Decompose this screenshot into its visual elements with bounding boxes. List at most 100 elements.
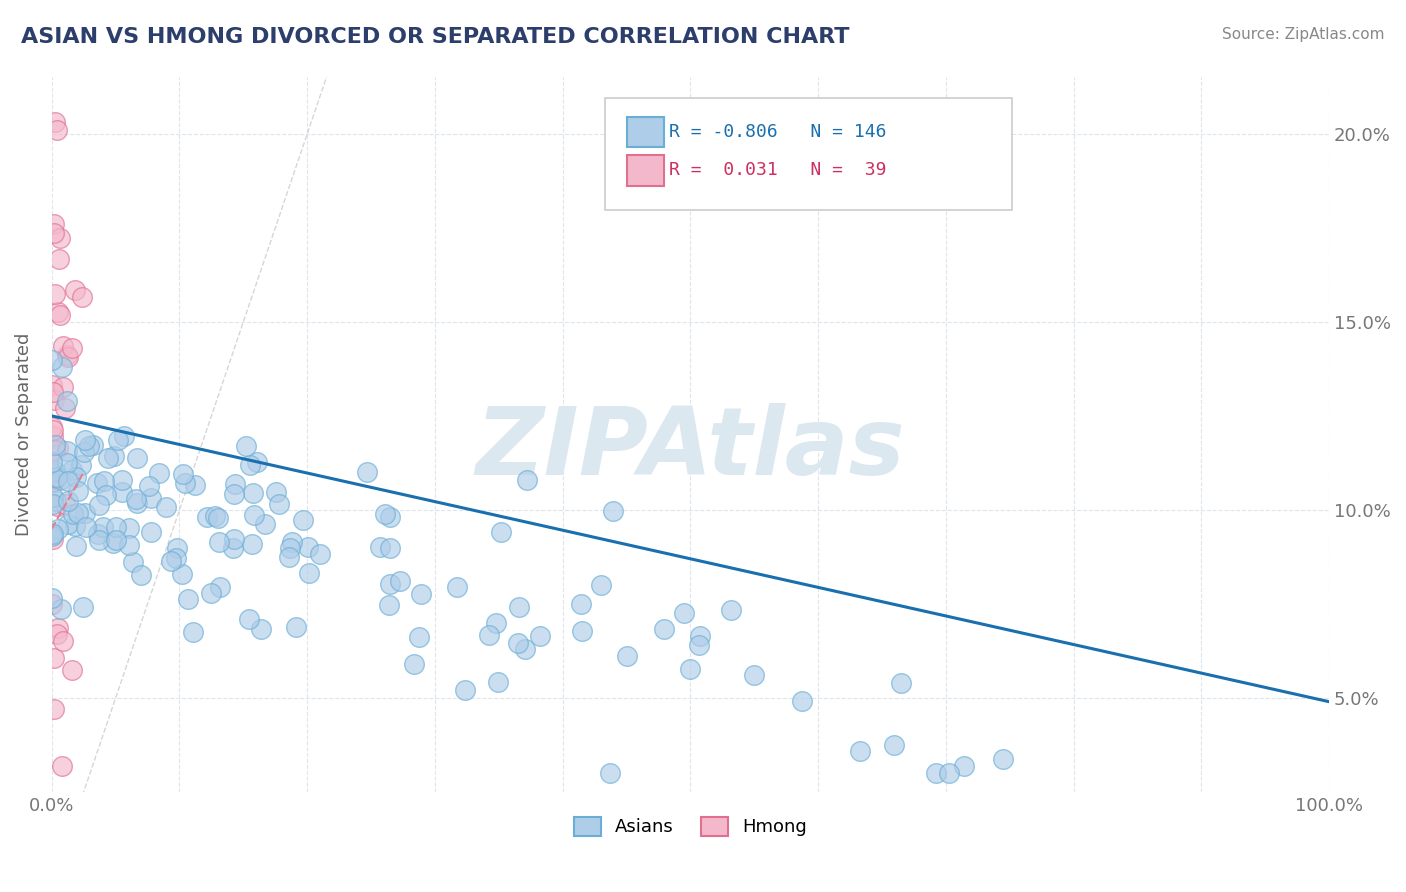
Point xyxy=(679,662,702,676)
Point xyxy=(264,485,287,500)
Y-axis label: Divorced or Separated: Divorced or Separated xyxy=(15,333,32,536)
Point xyxy=(41,420,63,434)
Point xyxy=(65,469,87,483)
Point xyxy=(204,509,226,524)
Point xyxy=(63,283,86,297)
Point xyxy=(73,434,96,448)
Point xyxy=(486,675,509,690)
Point xyxy=(118,538,141,552)
Point xyxy=(242,485,264,500)
Point xyxy=(125,451,148,466)
Point xyxy=(254,516,277,531)
Point xyxy=(104,520,127,534)
Point xyxy=(44,464,66,478)
Point xyxy=(238,612,260,626)
Point xyxy=(177,592,200,607)
Point xyxy=(41,597,63,611)
Point xyxy=(55,393,77,408)
Point xyxy=(66,484,89,499)
Legend: Asians, Hmong: Asians, Hmong xyxy=(567,810,814,844)
Point xyxy=(44,392,66,407)
Point xyxy=(42,474,65,488)
Point xyxy=(44,226,66,240)
Point xyxy=(516,474,538,488)
Point xyxy=(291,513,314,527)
Point xyxy=(46,441,69,455)
Point xyxy=(183,624,205,639)
Point xyxy=(49,230,72,244)
Point xyxy=(599,766,621,780)
Point xyxy=(209,580,232,594)
Text: Source: ZipAtlas.com: Source: ZipAtlas.com xyxy=(1222,27,1385,42)
Point xyxy=(58,516,80,531)
Point xyxy=(46,499,69,513)
Point xyxy=(86,527,108,541)
Point xyxy=(56,456,79,470)
Point xyxy=(41,475,63,490)
Point xyxy=(86,475,108,490)
Point xyxy=(41,529,63,543)
Point xyxy=(125,491,148,506)
Point xyxy=(849,744,872,758)
Point xyxy=(720,603,742,617)
Point xyxy=(56,348,79,362)
Point xyxy=(200,586,222,600)
Point xyxy=(148,467,170,481)
Point xyxy=(52,380,75,394)
Point xyxy=(51,602,73,616)
Point xyxy=(41,466,63,480)
Point xyxy=(121,555,143,569)
Point xyxy=(49,308,72,322)
Point xyxy=(51,634,73,648)
Point xyxy=(87,533,110,547)
Point xyxy=(66,506,89,520)
Point xyxy=(388,574,411,588)
Point xyxy=(207,511,229,525)
Point xyxy=(62,507,84,521)
Point xyxy=(160,554,183,568)
Point xyxy=(72,599,94,614)
Point xyxy=(45,493,67,508)
Point xyxy=(529,629,551,643)
Point xyxy=(446,580,468,594)
Point xyxy=(77,440,100,454)
Text: ZIPAtlas: ZIPAtlas xyxy=(475,403,905,495)
Point xyxy=(309,548,332,562)
Point xyxy=(52,338,75,352)
Point xyxy=(506,636,529,650)
Point xyxy=(408,630,430,644)
Point xyxy=(94,488,117,502)
Point xyxy=(243,508,266,522)
Point xyxy=(278,550,301,565)
Point xyxy=(380,541,402,555)
Text: ASIAN VS HMONG DIVORCED OR SEPARATED CORRELATION CHART: ASIAN VS HMONG DIVORCED OR SEPARATED COR… xyxy=(21,27,849,46)
Point xyxy=(453,682,475,697)
Point xyxy=(73,445,96,459)
Point xyxy=(103,449,125,463)
Point xyxy=(380,510,402,524)
Point xyxy=(284,620,307,634)
Point xyxy=(42,490,65,504)
Point xyxy=(41,378,63,392)
Point xyxy=(356,465,378,479)
Point xyxy=(58,350,80,364)
Point xyxy=(44,438,66,452)
Point xyxy=(991,752,1014,766)
Point xyxy=(89,498,111,512)
Point xyxy=(75,519,97,533)
Point xyxy=(91,520,114,534)
Point xyxy=(105,533,128,548)
Point xyxy=(173,476,195,491)
Point xyxy=(569,597,592,611)
Point xyxy=(42,423,65,437)
Point xyxy=(65,539,87,553)
Point xyxy=(378,577,401,591)
Point xyxy=(42,702,65,716)
Point xyxy=(53,401,76,416)
Point xyxy=(127,496,149,510)
Point xyxy=(139,491,162,505)
Text: R =  0.031   N =  39: R = 0.031 N = 39 xyxy=(669,161,887,179)
Point xyxy=(41,591,63,605)
Point xyxy=(246,455,269,469)
Point xyxy=(60,663,83,677)
